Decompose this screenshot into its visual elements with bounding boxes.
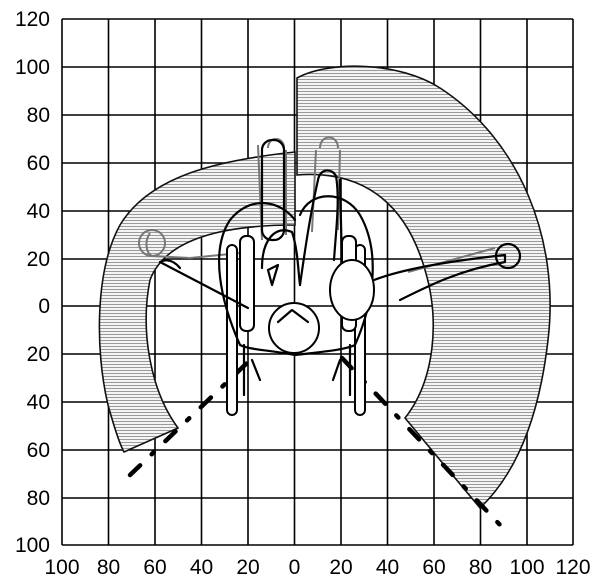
y-tick-label: 100 bbox=[15, 56, 50, 79]
y-tick-label: 60 bbox=[27, 439, 50, 462]
y-tick-label: 120 bbox=[15, 8, 50, 31]
y-tick-label: 100 bbox=[15, 534, 50, 557]
x-tick-label: 60 bbox=[422, 556, 445, 579]
x-tick-label: 40 bbox=[190, 556, 213, 579]
y-tick-label: 80 bbox=[27, 104, 50, 127]
y-tick-label: 20 bbox=[27, 343, 50, 366]
y-axis-labels: 120 100 80 60 40 20 0 20 40 60 80 100 bbox=[15, 8, 50, 557]
y-tick-label: 20 bbox=[27, 248, 50, 271]
y-tick-label: 40 bbox=[27, 200, 50, 223]
x-axis-labels: 100 80 60 40 20 0 20 40 60 80 100 120 bbox=[44, 556, 590, 579]
y-tick-label: 40 bbox=[27, 391, 50, 414]
y-tick-label: 80 bbox=[27, 487, 50, 510]
y-tick-label: 0 bbox=[38, 295, 50, 318]
right-reach-line bbox=[339, 355, 505, 530]
x-tick-label: 40 bbox=[376, 556, 399, 579]
x-tick-label: 20 bbox=[329, 556, 352, 579]
left-reach-envelope bbox=[98, 151, 296, 454]
wheelchair-user-figure bbox=[158, 138, 522, 416]
x-tick-label: 80 bbox=[97, 556, 120, 579]
x-tick-label: 0 bbox=[289, 556, 301, 579]
left-reach-line bbox=[127, 359, 251, 478]
x-tick-label: 120 bbox=[555, 556, 590, 579]
x-tick-label: 60 bbox=[143, 556, 166, 579]
x-tick-label: 100 bbox=[44, 556, 79, 579]
x-tick-label: 80 bbox=[469, 556, 492, 579]
x-tick-label: 20 bbox=[236, 556, 259, 579]
right-reach-envelope bbox=[296, 65, 551, 510]
x-tick-label: 100 bbox=[509, 556, 544, 579]
y-tick-label: 60 bbox=[27, 152, 50, 175]
